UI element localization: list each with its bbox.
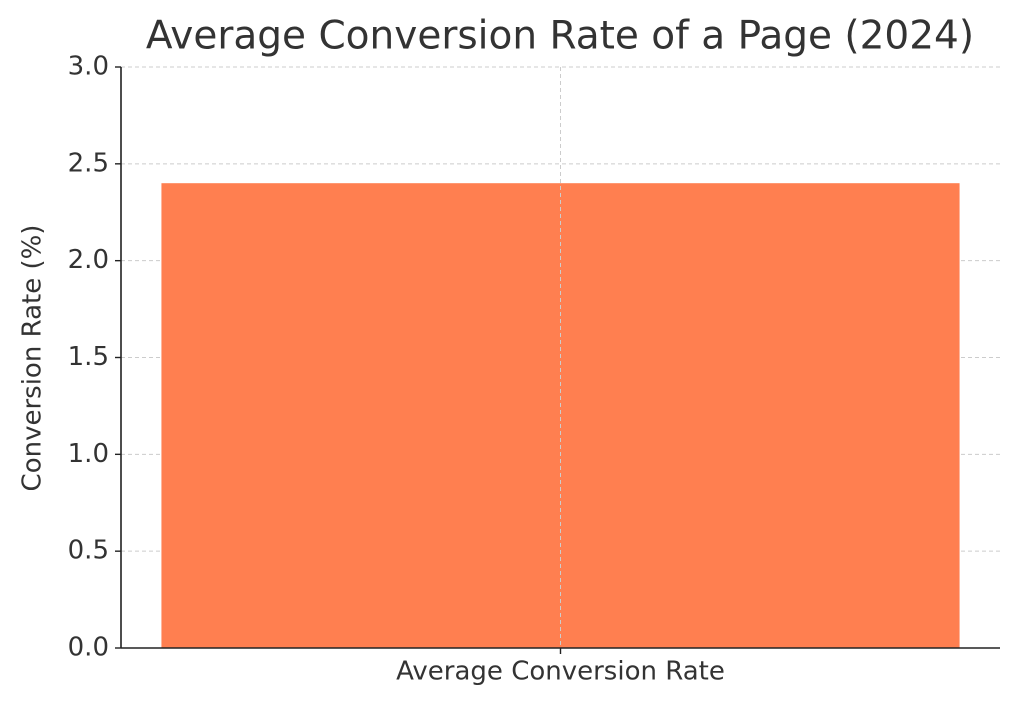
y-tick-label: 0.0 — [68, 633, 109, 663]
chart-title: Average Conversion Rate of a Page (2024) — [146, 14, 974, 59]
y-axis-label: Conversion Rate (%) — [18, 225, 48, 492]
y-tick-label: 1.0 — [68, 439, 109, 469]
y-tick-label: 0.5 — [68, 536, 109, 566]
x-tick-label: Average Conversion Rate — [396, 657, 725, 687]
y-tick-label: 2.0 — [68, 245, 109, 275]
y-tick-label: 1.5 — [68, 342, 109, 372]
y-tick-label: 3.0 — [68, 52, 109, 82]
y-tick-label: 2.5 — [68, 148, 109, 178]
bar — [161, 183, 960, 648]
